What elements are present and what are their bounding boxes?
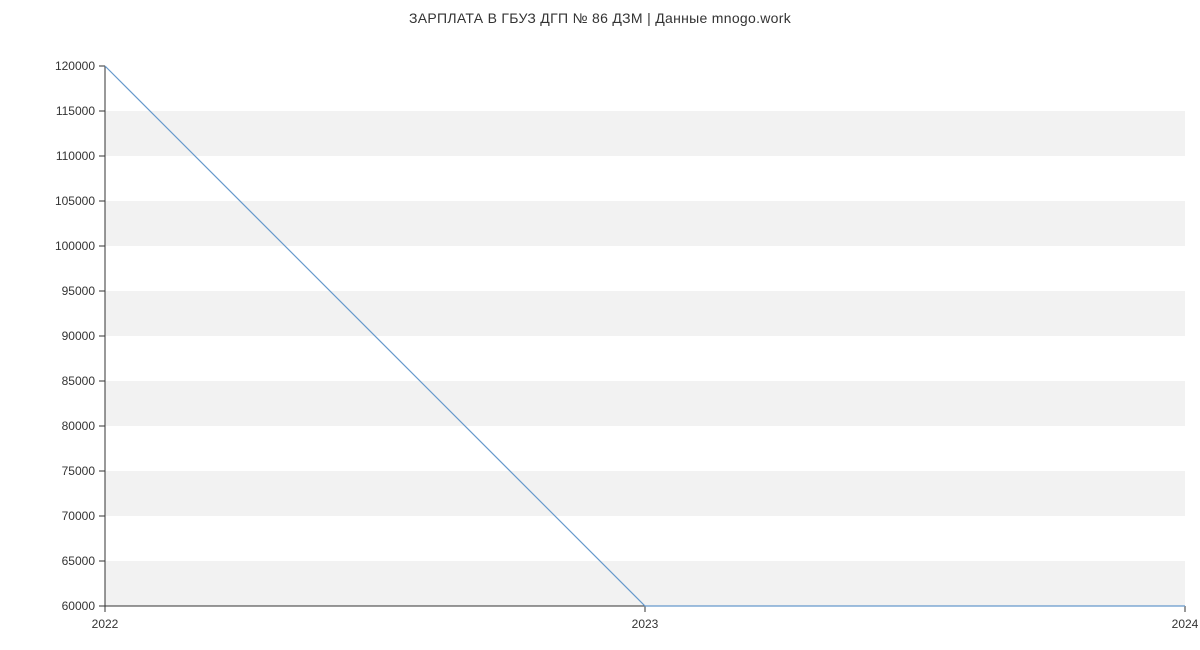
x-tick-label: 2022 xyxy=(92,617,119,631)
x-tick-label: 2024 xyxy=(1172,617,1199,631)
y-tick-label: 115000 xyxy=(56,104,95,118)
y-tick-label: 70000 xyxy=(62,509,96,523)
y-tick-label: 60000 xyxy=(62,599,96,613)
x-axis-ticks: 2022 2023 2024 xyxy=(92,606,1199,631)
x-tick-label: 2023 xyxy=(632,617,659,631)
y-tick-label: 75000 xyxy=(62,464,96,478)
y-tick-label: 100000 xyxy=(55,239,95,253)
y-tick-label: 85000 xyxy=(62,374,96,388)
y-tick-label: 110000 xyxy=(56,149,95,163)
y-tick-label: 65000 xyxy=(62,554,96,568)
y-tick-label: 105000 xyxy=(55,194,95,208)
y-tick-label: 90000 xyxy=(62,329,96,343)
y-axis-ticks: 60000 65000 70000 75000 80000 85000 90000 95000… xyxy=(55,59,105,613)
y-tick-label: 120000 xyxy=(55,59,95,73)
y-tick-label: 80000 xyxy=(62,419,96,433)
y-tick-label: 95000 xyxy=(62,284,96,298)
salary-line-chart: ЗАРПЛАТА В ГБУЗ ДГП № 86 ДЗМ | Данные mn… xyxy=(0,0,1200,650)
chart-svg: 60000 65000 70000 75000 80000 85000 90000 95000… xyxy=(0,26,1200,646)
chart-title: ЗАРПЛАТА В ГБУЗ ДГП № 86 ДЗМ | Данные mn… xyxy=(0,0,1200,26)
